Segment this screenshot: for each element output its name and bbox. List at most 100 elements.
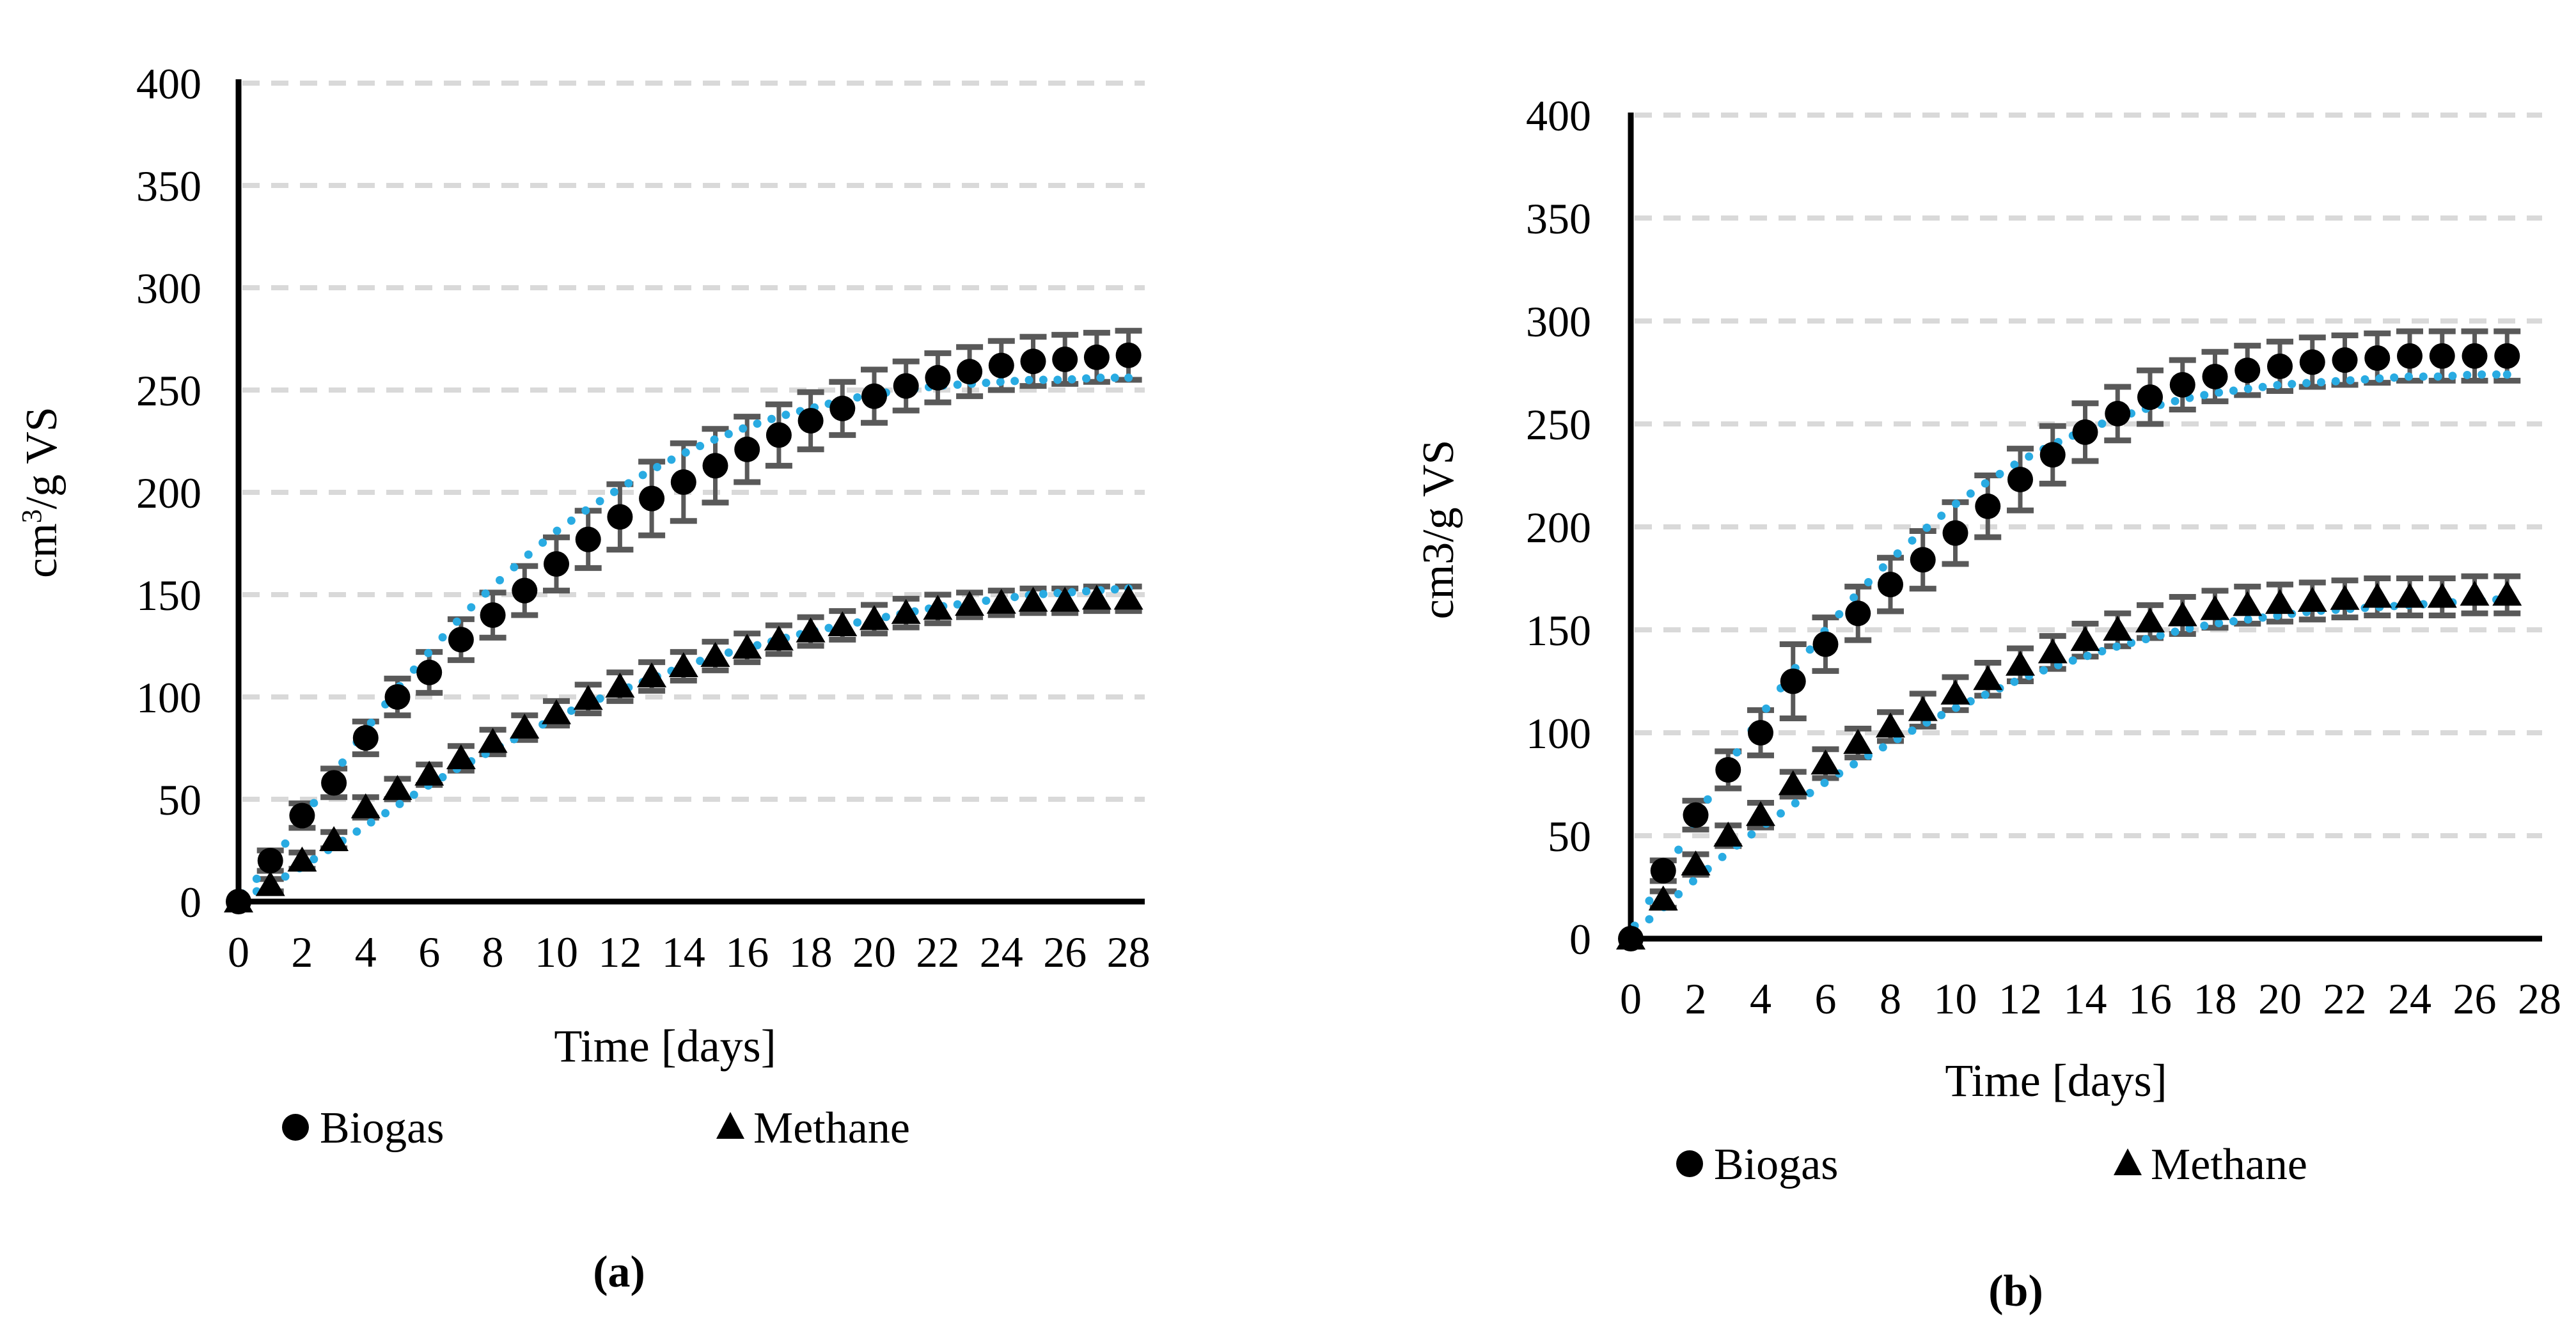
fit-dot [510, 563, 519, 572]
fit-dot [1010, 593, 1019, 602]
fit-dot [2331, 377, 2340, 386]
fit-dot [338, 758, 347, 767]
fit-dot [1952, 703, 1961, 712]
fit-dot [982, 379, 991, 387]
data-point-methane [637, 662, 667, 687]
legend-methane-label-a: Methane [753, 1104, 910, 1153]
data-point-methane [1746, 801, 1775, 826]
x-tick-label: 2 [1685, 974, 1707, 1023]
y-tick-label: 150 [1526, 606, 1591, 655]
x-tick-label: 22 [916, 928, 959, 976]
fit-dot [2200, 622, 2209, 630]
data-point-methane [2297, 586, 2327, 612]
legend-b: Biogas Methane [1676, 1140, 2307, 1189]
fit-dot [2346, 376, 2355, 385]
fit-dot [2404, 372, 2413, 381]
data-point-methane [891, 598, 921, 624]
data-point-biogas [1715, 756, 1741, 783]
fit-dot [1981, 691, 1990, 700]
data-point-methane [2492, 581, 2522, 606]
data-point-biogas [2429, 343, 2455, 369]
fit-dot [2273, 380, 2282, 389]
fit-dot [1776, 809, 1785, 818]
fit-dot [1732, 748, 1741, 757]
y-axis-title-b: cm3/g VS [1414, 440, 1463, 620]
y-tick-label: 100 [136, 673, 201, 722]
data-point-methane [955, 591, 985, 616]
fit-dot [1762, 704, 1771, 713]
fit-dot [366, 818, 375, 827]
data-point-biogas [1942, 520, 1968, 546]
data-point-biogas [893, 373, 919, 399]
fit-dot [2229, 386, 2238, 395]
y-tick-label: 300 [136, 264, 201, 313]
x-tick-label: 24 [2388, 974, 2431, 1023]
x-tick-label: 12 [1999, 974, 2042, 1023]
fit-dot [1039, 375, 1048, 384]
fit-dot [1820, 778, 1829, 787]
data-point-biogas [607, 504, 633, 530]
data-point-methane [1018, 586, 1048, 612]
x-tick-label: 18 [2194, 974, 2237, 1023]
fit-dot [1966, 489, 1975, 498]
data-point-methane [1713, 822, 1743, 847]
data-point-methane [2427, 582, 2457, 608]
legend-biogas-label-a: Biogas [320, 1104, 444, 1153]
panel-caption-b: (b) [1988, 1267, 2043, 1316]
fit-dot [310, 799, 318, 808]
fit-dot [1995, 469, 2004, 478]
data-point-biogas [829, 395, 856, 421]
data-point-methane [1648, 885, 1678, 911]
data-point-biogas [2494, 343, 2520, 369]
data-point-biogas [2332, 347, 2358, 373]
data-point-biogas [670, 469, 696, 495]
data-point-methane [1973, 665, 2003, 691]
data-point-biogas [2267, 353, 2293, 379]
fit-dot [567, 706, 576, 715]
fit-dot [696, 442, 705, 451]
data-point-biogas [734, 436, 760, 462]
data-point-methane [414, 760, 444, 786]
data-point-methane [2070, 626, 2100, 652]
x-tick-label: 14 [662, 928, 705, 976]
data-point-biogas [766, 422, 792, 448]
data-point-methane [287, 847, 317, 872]
data-point-biogas [925, 364, 951, 391]
fit-dot [1124, 373, 1133, 382]
legend-item-methane-a: Methane [716, 1104, 910, 1153]
data-point-methane [446, 744, 476, 769]
fit-dot [467, 603, 476, 612]
data-point-methane [2460, 581, 2490, 606]
data-point-biogas [480, 602, 506, 628]
data-point-methane [2038, 638, 2068, 664]
data-point-methane [1681, 850, 1711, 876]
data-point-methane [542, 699, 571, 724]
fit-dot [1110, 585, 1119, 594]
y-tick-label: 150 [136, 571, 201, 620]
fit-dot [496, 575, 505, 584]
fit-dot [409, 790, 418, 799]
fit-dot [524, 550, 533, 559]
x-axis-title-b: Time [days] [1945, 1055, 2167, 1106]
data-point-methane [1778, 770, 1808, 795]
fit-dot [2302, 379, 2311, 387]
fit-dot [2419, 372, 2428, 381]
fit-dot [2448, 371, 2457, 380]
fit-dot [1010, 377, 1019, 386]
y-axis-title-a: cm3/g VS [16, 407, 67, 578]
fit-dot [252, 874, 261, 883]
fit-dot [2098, 646, 2107, 655]
fit-dot [982, 596, 991, 605]
fit-dot [595, 694, 604, 703]
x-tick-label: 10 [535, 928, 578, 976]
y-tick-label: 50 [158, 776, 201, 824]
fit-dot [739, 424, 748, 433]
x-tick-label: 10 [1934, 974, 1977, 1023]
fit-dot [1674, 845, 1683, 854]
fit-dot [1025, 375, 1033, 384]
data-point-methane [1940, 679, 1970, 705]
fit-dot [481, 589, 490, 598]
data-point-methane [319, 826, 349, 851]
data-point-biogas [2072, 419, 2098, 445]
fit-dot [438, 773, 447, 782]
